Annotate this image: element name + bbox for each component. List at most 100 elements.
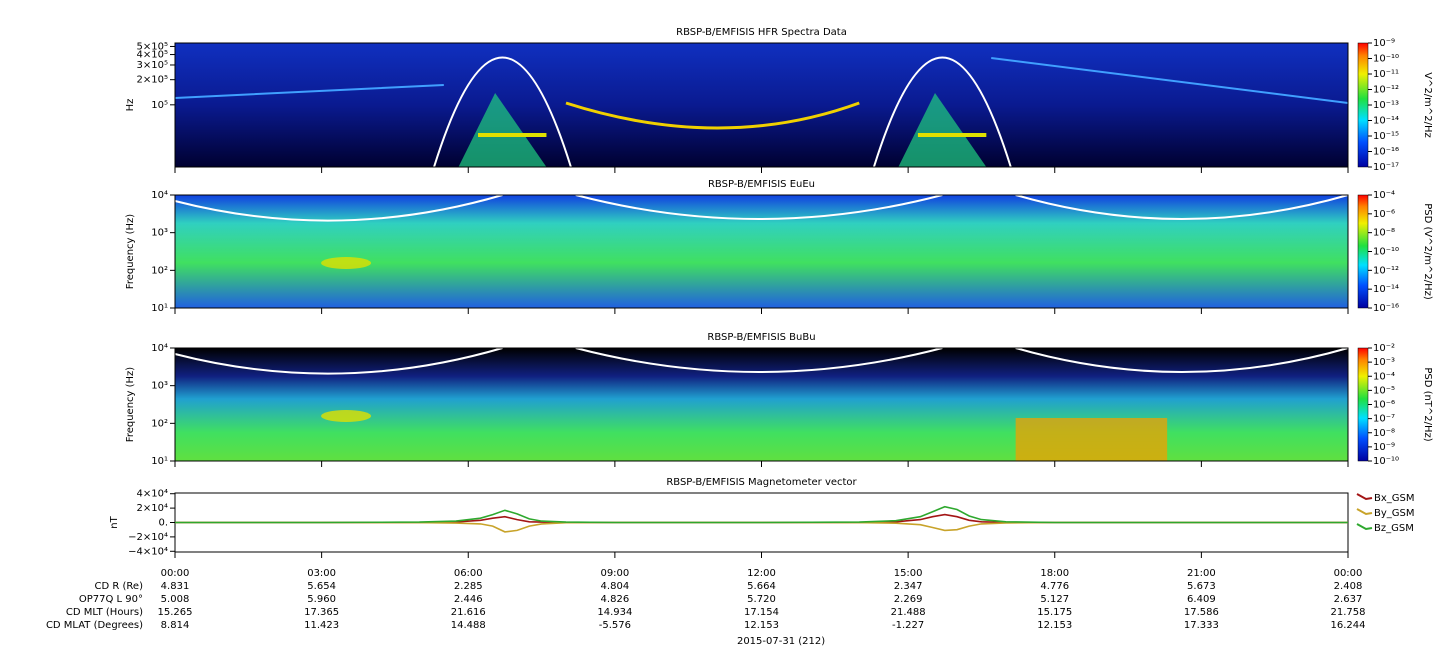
colorbar xyxy=(1357,347,1369,462)
legend-swatch xyxy=(1356,493,1373,501)
y-axis-label: Hz xyxy=(125,99,136,112)
emission xyxy=(478,133,547,137)
ephemeris-value: 2.637 xyxy=(1334,594,1363,605)
ephemeris-value: 5.008 xyxy=(161,594,190,605)
emission xyxy=(1015,418,1168,461)
colorbar-tick-label: 10⁻¹³ xyxy=(1373,100,1399,111)
ephemeris-value: 12.153 xyxy=(744,620,779,631)
ephemeris-label: CD R (Re) xyxy=(95,581,144,592)
ephemeris-value: 2.269 xyxy=(894,594,923,605)
colorbar-tick-label: 10⁻¹⁷ xyxy=(1373,162,1399,173)
colorbar-tick-label: 10⁻¹² xyxy=(1373,85,1399,96)
spectrogram-background xyxy=(175,195,1348,308)
y-tick-label: 10¹ xyxy=(151,303,168,314)
spectrogram-image xyxy=(174,347,1349,461)
panel-title: RBSP-B/EMFISIS Magnetometer vector xyxy=(666,477,857,488)
colorbar-tick-label: 10⁻⁷ xyxy=(1373,414,1395,425)
emission xyxy=(458,93,547,167)
ephemeris-value: 15.265 xyxy=(158,607,193,618)
x-tick-label: 15:00 xyxy=(894,568,923,579)
colorbar-tick-label: 10⁻¹⁴ xyxy=(1373,284,1399,295)
y-tick-label: 0. xyxy=(158,518,168,529)
legend-label: Bx_GSM xyxy=(1374,493,1415,504)
colorbar-tick-label: 10⁻¹⁴ xyxy=(1373,116,1399,127)
ephemeris-value: 11.423 xyxy=(304,620,339,631)
y-axis-label: Frequency (Hz) xyxy=(125,367,136,443)
colorbar-tick-label: 10⁻⁶ xyxy=(1373,400,1395,411)
ephemeris-value: 2.446 xyxy=(454,594,483,605)
y-tick-label: 3×10⁵ xyxy=(137,60,168,71)
y-tick-label: 10³ xyxy=(151,228,168,239)
colorbar-tick-label: 10⁻¹⁰ xyxy=(1373,54,1399,65)
cyclotron-line xyxy=(1015,347,1349,373)
colorbar-tick-label: 10⁻¹² xyxy=(1373,265,1399,276)
colorbar-tick-label: 10⁻¹⁶ xyxy=(1373,147,1399,158)
y-axis-label: Frequency (Hz) xyxy=(125,214,136,290)
colorbar-label: PSD (V^2/m^2/Hz) xyxy=(1422,203,1433,300)
panel-title: RBSP-B/EMFISIS HFR Spectra Data xyxy=(676,27,847,38)
colorbar-tick-label: 10⁻¹⁰ xyxy=(1373,247,1399,258)
y-tick-label: 4×10⁵ xyxy=(137,50,168,61)
spectrogram-image xyxy=(174,194,1349,308)
ephemeris-value: 5.673 xyxy=(1187,581,1216,592)
ephemeris-value: -1.227 xyxy=(892,620,924,631)
ephemeris-value: 14.488 xyxy=(451,620,486,631)
ephemeris-label: OP77Q L 90° xyxy=(79,594,143,605)
colorbar-tick-label: 10⁻⁸ xyxy=(1373,428,1395,439)
y-axis-label: nT xyxy=(109,515,120,528)
ephemeris-value: 4.804 xyxy=(601,581,630,592)
y-tick-label: 10² xyxy=(151,418,168,429)
series-line xyxy=(175,505,1348,524)
y-tick-label: 5×10⁵ xyxy=(137,41,168,52)
colorbar-tick-label: 10⁻⁴ xyxy=(1373,371,1395,382)
colorbar-tick-label: 10⁻⁹ xyxy=(1373,38,1395,49)
y-tick-label: 10² xyxy=(151,265,168,276)
x-tick-label: 06:00 xyxy=(454,568,483,579)
colorbar-tick-label: 10⁻⁴ xyxy=(1373,190,1395,201)
emission xyxy=(321,257,372,269)
ephemeris-value: 5.960 xyxy=(307,594,336,605)
ephemeris-value: 4.831 xyxy=(161,581,190,592)
cyclotron-line xyxy=(174,194,503,222)
emission xyxy=(898,93,987,167)
colorbar-tick-label: 10⁻¹⁵ xyxy=(1373,131,1399,142)
spectrogram-background xyxy=(175,43,1348,167)
x-tick-label: 12:00 xyxy=(747,568,776,579)
y-tick-label: 10³ xyxy=(151,381,168,392)
ephemeris-value: 21.758 xyxy=(1331,607,1366,618)
x-tick-label: 03:00 xyxy=(307,568,336,579)
ephemeris-value: 8.814 xyxy=(161,620,190,631)
panel-title: RBSP-B/EMFISIS EuEu xyxy=(708,179,815,190)
y-tick-label: 2×10⁴ xyxy=(137,503,168,514)
legend-swatch xyxy=(1356,508,1373,516)
plasma-line xyxy=(433,56,572,168)
colorbar-label: PSD (nT^2/Hz) xyxy=(1422,367,1433,441)
ephemeris-value: 5.127 xyxy=(1040,594,1069,605)
ephemeris-value: 5.664 xyxy=(747,581,776,592)
legend-label: Bz_GSM xyxy=(1374,523,1414,534)
colorbar-tick-label: 10⁻⁹ xyxy=(1373,442,1395,453)
ephemeris-value: 15.175 xyxy=(1037,607,1072,618)
x-tick-label: 00:00 xyxy=(1334,568,1363,579)
ephemeris-value: 5.654 xyxy=(307,581,336,592)
ephemeris-label: CD MLT (Hours) xyxy=(66,607,143,618)
colorbar-label: V^2/m^2/Hz xyxy=(1422,72,1433,138)
ephemeris-value: 5.720 xyxy=(747,594,776,605)
y-tick-label: 4×10⁴ xyxy=(137,489,168,500)
ephemeris-value: 16.244 xyxy=(1331,620,1366,631)
colorbar xyxy=(1357,42,1369,168)
colorbar xyxy=(1357,194,1369,309)
cyclotron-line xyxy=(575,194,943,220)
colorbar-tick-label: 10⁻³ xyxy=(1373,357,1395,368)
ephemeris-value: 2.408 xyxy=(1334,581,1363,592)
ephemeris-value: 17.154 xyxy=(744,607,779,618)
cyclotron-line xyxy=(174,347,503,375)
y-tick-label: −2×10⁴ xyxy=(128,532,168,543)
ephemeris-value: 21.488 xyxy=(891,607,926,618)
x-tick-label: 18:00 xyxy=(1040,568,1069,579)
y-tick-label: 10⁵ xyxy=(151,100,168,111)
cyclotron-line xyxy=(575,347,943,373)
emission xyxy=(174,57,1349,104)
x-tick-label: 09:00 xyxy=(600,568,629,579)
